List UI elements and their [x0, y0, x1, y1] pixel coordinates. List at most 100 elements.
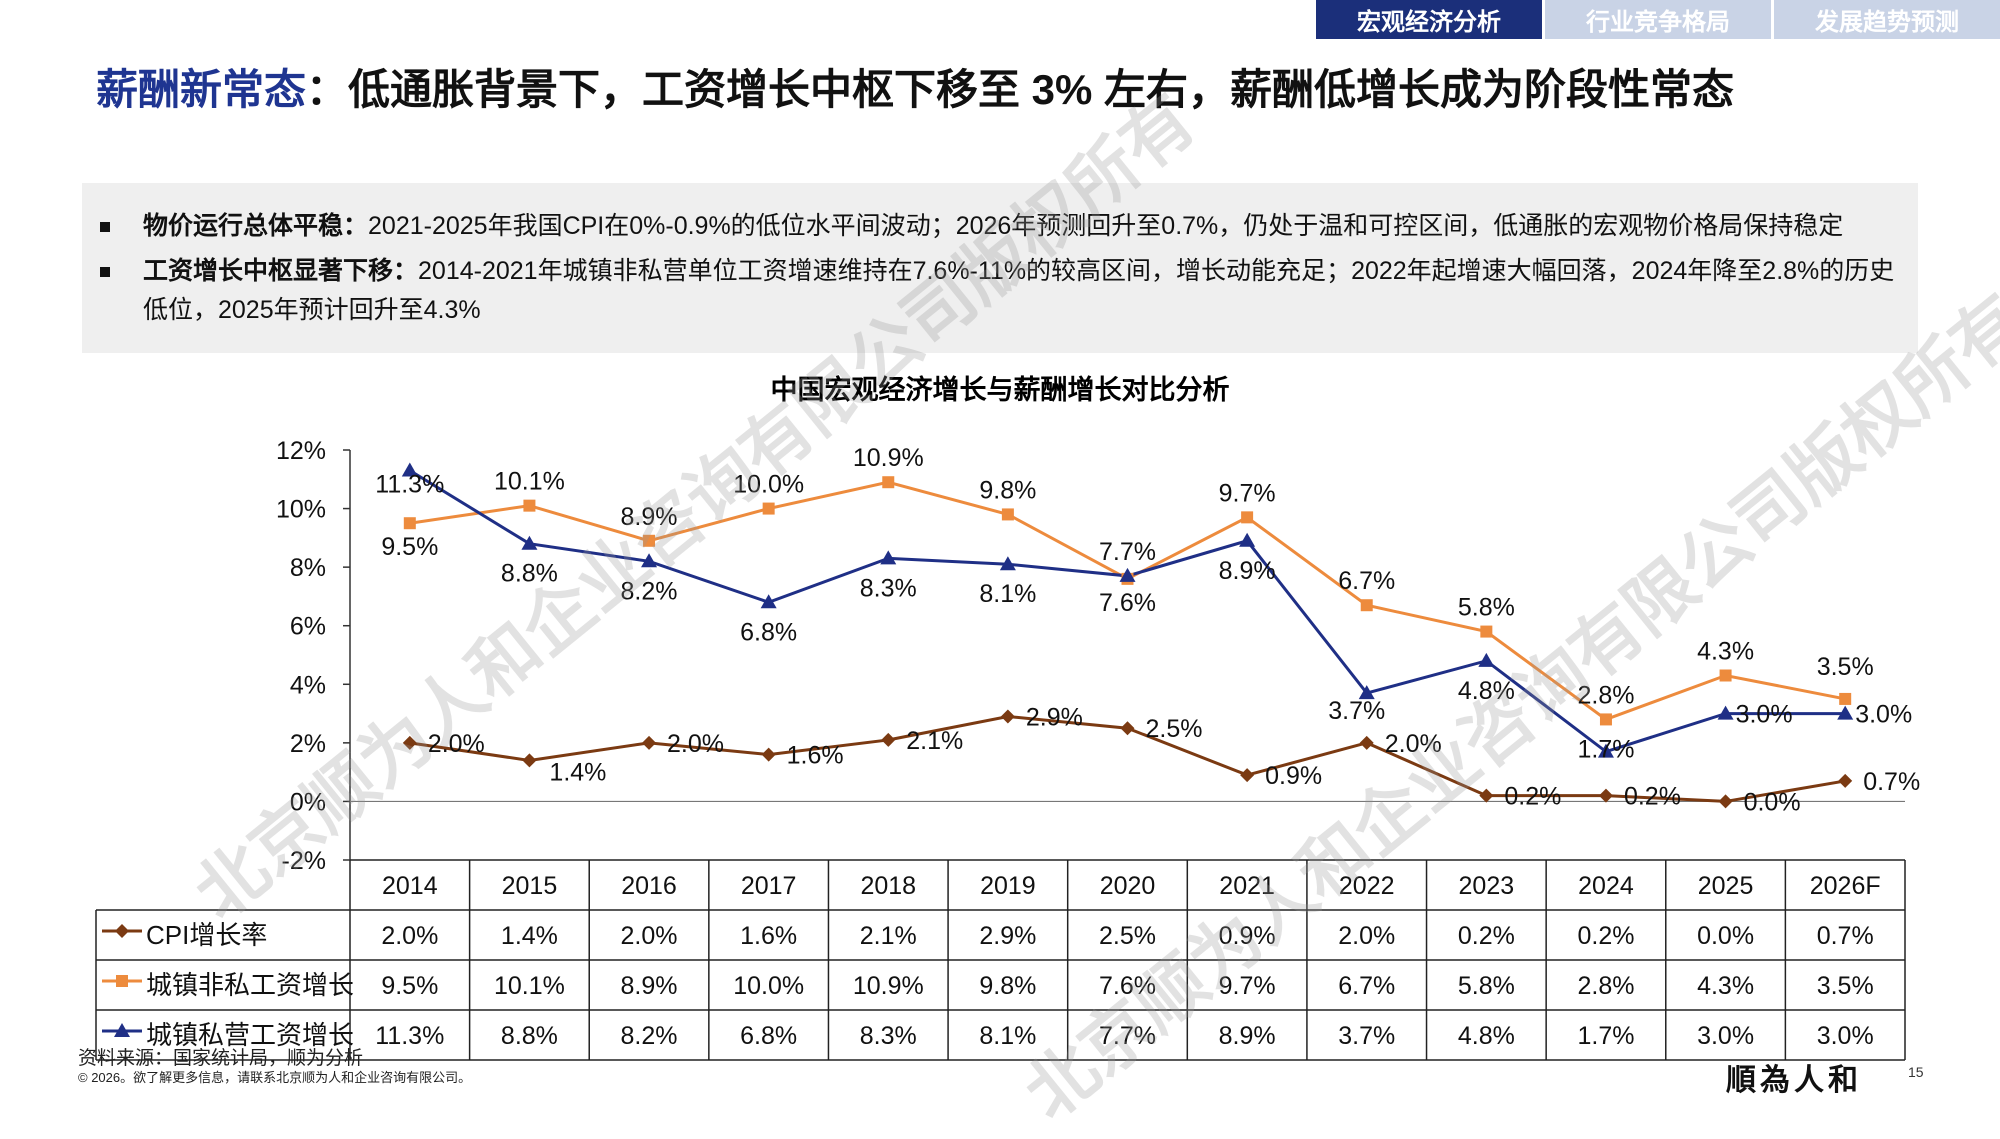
data-label: 10.1% [494, 468, 565, 496]
table-cell-value: 4.3% [1697, 972, 1754, 1000]
top-nav-tabs: 宏观经济分析 行业竞争格局 发展趋势预测 [1313, 0, 2000, 39]
data-label: 0.9% [1265, 762, 1322, 790]
data-label: 3.7% [1328, 697, 1385, 725]
data-point-square [1719, 669, 1732, 682]
y-tick-label: 2% [290, 730, 326, 758]
x-category-label: 2026F [1810, 872, 1881, 900]
data-label: 8.9% [621, 503, 678, 531]
data-point-diamond [1120, 721, 1135, 736]
table-cell-value: 0.2% [1577, 922, 1634, 950]
legend-series-name: CPI增长率 [146, 920, 267, 950]
x-category-label: 2020 [1100, 872, 1156, 900]
tab-industry-competition[interactable]: 行业竞争格局 [1545, 0, 1771, 39]
bullet-square-icon [100, 222, 110, 232]
x-category-label: 2021 [1219, 872, 1275, 900]
data-point-square [403, 517, 416, 530]
data-label: 4.3% [1697, 638, 1754, 666]
data-label: 8.9% [1219, 557, 1276, 585]
data-label: 3.0% [1736, 701, 1793, 729]
page-title: 薪酬新常态：低通胀背景下，工资增长中枢下移至 3% 左右，薪酬低增长成为阶段性常… [96, 56, 1734, 117]
data-point-triangle [401, 462, 418, 477]
data-label: 4.8% [1458, 677, 1515, 705]
bullet-square-icon [100, 267, 110, 277]
table-cell-value: 8.2% [621, 1022, 678, 1050]
x-category-label: 2024 [1578, 872, 1634, 900]
data-label: 7.6% [1099, 589, 1156, 617]
data-point-triangle [1358, 685, 1375, 700]
data-point-diamond [642, 735, 657, 750]
x-category-label: 2025 [1698, 872, 1754, 900]
tab-macro-economy[interactable]: 宏观经济分析 [1316, 0, 1542, 39]
data-point-triangle [1478, 652, 1495, 667]
table-cell-value: 10.9% [853, 972, 924, 1000]
tab-development-trends[interactable]: 发展趋势预测 [1774, 0, 2000, 39]
bullet-cpi-heading: 物价运行总体平稳： [143, 212, 369, 240]
data-point-diamond [1000, 709, 1015, 724]
data-label: 2.0% [428, 730, 485, 758]
page-title-rest: ：低通胀背景下，工资增长中枢下移至 3% 左右，薪酬低增长成为阶段性常态 [306, 66, 1735, 113]
data-point-square [762, 502, 775, 515]
data-point-diamond [761, 747, 776, 762]
x-category-label: 2014 [382, 872, 438, 900]
data-point-triangle [1119, 567, 1136, 582]
table-cell-value: 4.8% [1458, 1022, 1515, 1050]
table-cell-value: 2.0% [1338, 922, 1395, 950]
table-cell-value: 2.5% [1099, 922, 1156, 950]
data-label: 2.5% [1146, 715, 1203, 743]
y-tick-label: 0% [290, 788, 326, 816]
source-note: 资料来源：国家统计局，顺为分析 [78, 1048, 364, 1069]
data-label: 0.0% [1744, 788, 1801, 816]
data-label: 6.7% [1338, 567, 1395, 595]
data-point-square [882, 476, 895, 489]
data-label: 1.7% [1577, 736, 1634, 764]
data-point-triangle [1597, 743, 1614, 758]
legend-key-square-icon [116, 975, 128, 987]
table-cell-value: 11.3% [375, 1022, 444, 1050]
y-tick-label: 8% [290, 554, 326, 582]
data-point-diamond [1359, 735, 1374, 750]
data-label: 10.9% [853, 444, 924, 472]
y-tick-label: 12% [276, 437, 326, 465]
data-label: 8.8% [501, 560, 558, 588]
data-point-square [1360, 599, 1373, 612]
brand-logo: 順為人和 [1726, 1063, 1862, 1098]
data-point-diamond [1718, 794, 1733, 809]
table-cell-value: 1.4% [501, 922, 558, 950]
y-tick-label: 6% [290, 613, 326, 641]
data-point-square [1001, 508, 1014, 521]
table-cell-value: 8.9% [1219, 1022, 1276, 1050]
data-point-triangle [641, 553, 658, 568]
table-cell-value: 3.0% [1817, 1022, 1874, 1050]
data-label: 10.0% [733, 471, 804, 499]
table-cell-value: 2.0% [381, 922, 438, 950]
x-category-label: 2016 [621, 872, 677, 900]
table-cell-value: 2.9% [979, 922, 1036, 950]
data-label: 3.5% [1817, 653, 1874, 681]
data-label: 8.1% [979, 580, 1036, 608]
data-label: 2.9% [1026, 704, 1083, 732]
bullet-cpi-text: 2021-2025年我国CPI在0%-0.9%的低位水平间波动；2026年预测回… [368, 212, 1844, 240]
table-cell-value: 1.7% [1577, 1022, 1634, 1050]
table-cell-value: 3.5% [1817, 972, 1874, 1000]
table-cell-value: 5.8% [1458, 972, 1515, 1000]
bullet-wage-text: 2014-2021年城镇非私营单位工资增速维持在7.6%-11%的较高区间，增长… [143, 257, 1895, 324]
page-number: 15 [1908, 1064, 1924, 1080]
table-cell-value: 6.7% [1338, 972, 1395, 1000]
table-cell-value: 8.1% [979, 1022, 1036, 1050]
data-label: 11.3% [375, 471, 444, 499]
x-category-label: 2022 [1339, 872, 1395, 900]
table-cell-value: 8.8% [501, 1022, 558, 1050]
data-point-diamond [881, 732, 896, 747]
data-point-diamond [1838, 773, 1853, 788]
data-label: 5.8% [1458, 594, 1515, 622]
table-cell-value: 3.7% [1338, 1022, 1395, 1050]
table-cell-value: 10.0% [733, 972, 804, 1000]
data-point-triangle [1239, 532, 1256, 547]
data-label: 2.0% [1385, 730, 1442, 758]
data-label: 9.5% [381, 533, 438, 561]
table-cell-value: 7.6% [1099, 972, 1156, 1000]
data-label: 2.1% [906, 727, 963, 755]
table-cell-value: 0.2% [1458, 922, 1515, 950]
data-point-diamond [1598, 788, 1613, 803]
